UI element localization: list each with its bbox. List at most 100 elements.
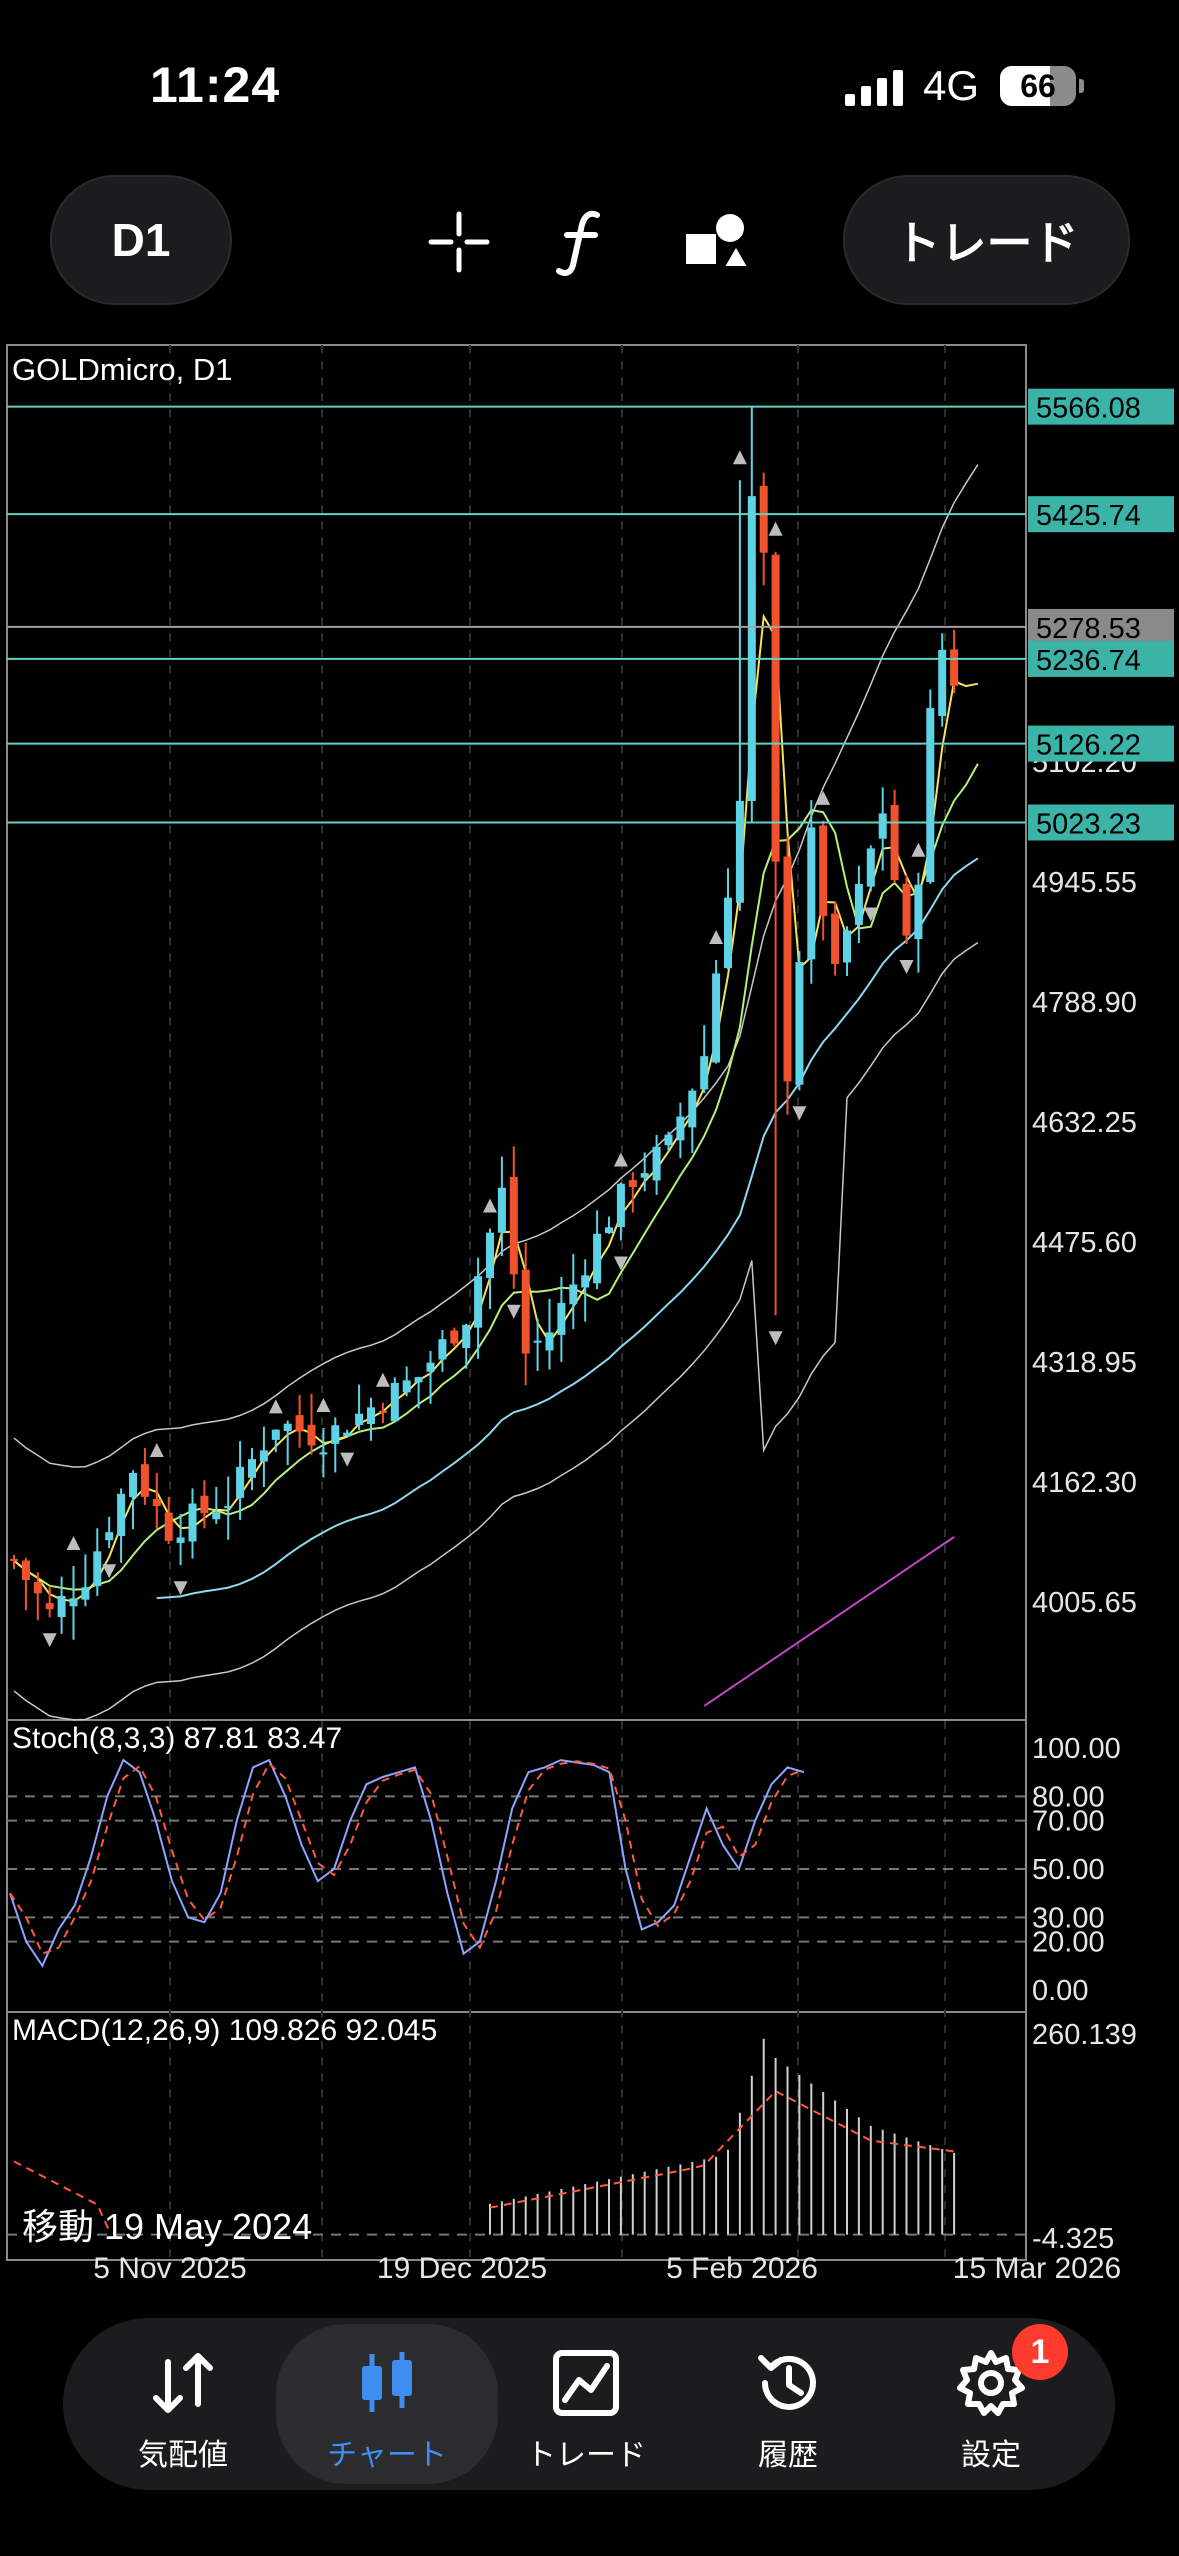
candlestick-icon: [362, 2352, 412, 2412]
candle-body: [188, 1503, 197, 1542]
fractal-up-marker: [768, 521, 783, 536]
price-chart[interactable]: 4945.55 4788.90 4632.25 4475.60 4318.95 4162.…: [0, 340, 1179, 2290]
candle-body: [295, 1415, 304, 1432]
timeframe-button[interactable]: D1: [50, 175, 232, 305]
price-level-box: [1028, 608, 1174, 645]
gear-icon: [957, 2350, 1025, 2416]
candle-body: [509, 1176, 518, 1275]
status-time: 11:24: [150, 57, 281, 113]
candle-body: [831, 913, 840, 965]
candle-body: [950, 649, 959, 686]
candle-body: [533, 1340, 542, 1343]
candle-body: [343, 1432, 352, 1436]
tab-chart[interactable]: チャート: [276, 2324, 498, 2484]
candle-body: [414, 1377, 423, 1383]
fractal-down-marker: [899, 960, 914, 975]
stoch-axis-label: 0.00: [1032, 1975, 1088, 2007]
time-axis-label: 19 Dec 2025: [377, 2252, 547, 2285]
candle-body: [700, 1056, 709, 1090]
candle-body: [129, 1472, 137, 1498]
chart-area[interactable]: 4945.55 4788.90 4632.25 4475.60 4318.95 4162.…: [0, 340, 1179, 2290]
candle-body: [902, 883, 911, 936]
history-icon: [758, 2355, 816, 2410]
candle-body: [331, 1425, 340, 1444]
candle-body: [236, 1466, 245, 1498]
candle-body: [497, 1187, 506, 1233]
candle-body: [319, 1452, 328, 1455]
candle-body: [450, 1330, 459, 1344]
battery-level: 66: [1020, 68, 1056, 104]
chart-toolbar: D1 トレード: [0, 175, 1179, 310]
symbol-label: GOLDmicro, D1: [12, 352, 233, 387]
stoch-axis-label: 30.00: [1032, 1902, 1105, 1934]
candle-body: [402, 1380, 411, 1393]
price-axis-label: 4318.95: [1032, 1347, 1137, 1379]
fractal-down-marker: [792, 1106, 807, 1121]
objects-icon[interactable]: [680, 205, 754, 279]
tab-trade[interactable]: トレード: [486, 2318, 686, 2490]
candle-body: [117, 1493, 126, 1537]
stoch-axis-label: 50.00: [1032, 1854, 1105, 1886]
candle-body: [545, 1332, 554, 1351]
fractal-up-marker: [911, 842, 926, 857]
macd-axis-max: 260.139: [1032, 2019, 1137, 2051]
candle-body: [866, 848, 875, 887]
fractal-down-marker: [863, 907, 878, 922]
candle-body: [712, 973, 721, 1063]
candle-body: [688, 1090, 697, 1128]
tab-settings-label: 設定: [961, 2439, 1021, 2472]
tab-settings[interactable]: 設定: [891, 2318, 1091, 2490]
price-level-box: [1028, 804, 1174, 841]
tab-history-label: 履歴: [758, 2439, 818, 2472]
function-icon[interactable]: [548, 205, 622, 279]
fractal-up-marker: [732, 450, 747, 465]
candle-body: [593, 1233, 602, 1284]
stochastic-label: Stoch(8,3,3) 87.81 83.47: [12, 1722, 343, 1755]
candle-body: [462, 1324, 471, 1349]
candle-body: [652, 1146, 661, 1181]
candle-body: [807, 827, 816, 960]
price-axis-label: 4632.25: [1032, 1107, 1137, 1139]
candle-body: [200, 1495, 209, 1514]
crosshair-icon[interactable]: [422, 205, 496, 279]
fractal-down-marker: [42, 1633, 57, 1648]
price-level-label: 5126.22: [1036, 730, 1141, 762]
candle-body: [628, 1180, 637, 1188]
fractal-up-marker: [316, 1397, 331, 1412]
candle-body: [81, 1587, 90, 1600]
candle-body: [271, 1429, 280, 1440]
candle-body: [664, 1134, 673, 1146]
time-axis-label: 5 Feb 2026: [666, 2252, 818, 2285]
candle-body: [105, 1532, 114, 1541]
macd-axis-min: -4.325: [1032, 2223, 1114, 2255]
fractal-down-marker: [340, 1452, 355, 1467]
fractal-up-marker: [375, 1372, 390, 1387]
fractal-up-marker: [149, 1442, 164, 1457]
tab-quotes[interactable]: 気配値: [83, 2318, 283, 2490]
candle-body: [21, 1560, 30, 1580]
candle-body: [378, 1410, 387, 1413]
tab-history[interactable]: 履歴: [688, 2318, 888, 2490]
price-level-label: 5236.74: [1036, 645, 1141, 677]
price-axis-label: 4475.60: [1032, 1227, 1137, 1259]
tab-chart-label: チャート: [327, 2439, 447, 2472]
candle-body: [640, 1173, 649, 1178]
candle-body: [557, 1302, 566, 1335]
fractal-up-marker: [66, 1536, 81, 1551]
candle-body: [307, 1424, 316, 1446]
candle-body: [890, 805, 899, 881]
candle-body: [843, 930, 851, 963]
candle-body: [854, 883, 863, 925]
trade-button[interactable]: トレード: [843, 175, 1130, 305]
battery-icon: 66: [1000, 66, 1076, 106]
ma-long-line: [703, 1536, 955, 1707]
candle-body: [926, 708, 935, 883]
move-date-label: 移動 19 May 2024: [22, 2206, 313, 2247]
candle-body: [69, 1598, 78, 1607]
stoch-axis-label: 100.00: [1032, 1733, 1121, 1765]
candle-body: [938, 649, 947, 716]
candle-body: [878, 813, 887, 839]
ma-mid-line: [13, 763, 979, 1591]
candle-body: [724, 897, 732, 969]
price-level-box: [1028, 640, 1174, 677]
